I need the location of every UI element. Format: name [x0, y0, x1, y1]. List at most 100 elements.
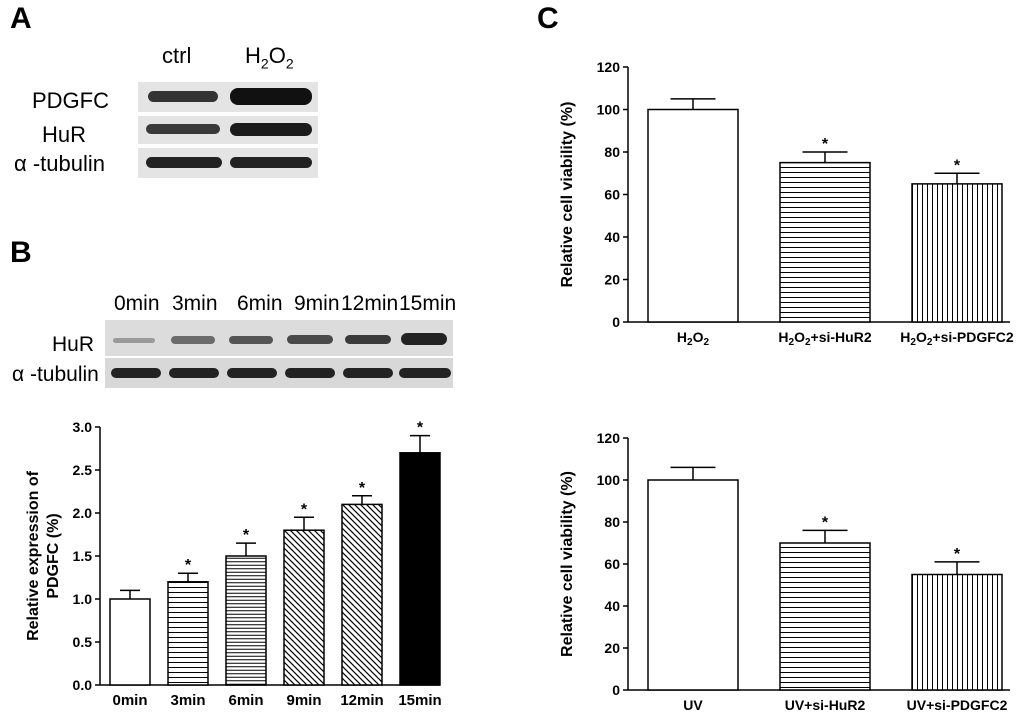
band: [230, 123, 312, 136]
significance-marker: *: [954, 157, 961, 174]
y-axis-label: Relative expression of PDGFC (%): [25, 470, 62, 641]
band: [230, 88, 312, 105]
band: [345, 335, 391, 344]
band: [146, 124, 220, 134]
bar: [911, 573, 1003, 691]
x-tick-label: 15min: [398, 692, 441, 709]
band: [111, 368, 161, 378]
band: [285, 368, 335, 378]
bar: [911, 183, 1003, 323]
y-tick-label: 1.0: [73, 591, 93, 607]
y-tick-label: 1.5: [73, 548, 93, 564]
significance-marker: *: [301, 501, 308, 518]
x-tick-label: 3min: [170, 692, 205, 709]
blot-b-strip-hur: [105, 320, 453, 356]
bar: [167, 581, 209, 686]
bar: [341, 503, 383, 686]
blot-a-strip-hur: [138, 116, 318, 144]
y-tick-label: 20: [604, 272, 620, 288]
blot-b-lane: 6min: [237, 292, 283, 315]
y-axis-label: Relative cell viability (%): [559, 102, 576, 288]
y-tick-label: 60: [604, 187, 620, 203]
y-tick-label: 0.0: [73, 677, 93, 693]
blot-a-lane-ctrl: ctrl: [162, 43, 192, 68]
blot-a-lane-h2o2: H2O2: [245, 43, 294, 72]
bar: [109, 598, 151, 686]
x-tick-label: H2​O2​: [677, 329, 710, 348]
significance-marker: *: [822, 514, 829, 531]
significance-marker: *: [359, 480, 366, 497]
blot-a-protein-hur: HuR: [42, 122, 87, 147]
bar: [647, 479, 739, 691]
significance-marker: *: [954, 546, 961, 563]
significance-marker: *: [822, 136, 829, 153]
band: [148, 91, 218, 102]
y-axis-label: Relative cell viability (%): [559, 471, 576, 657]
blot-b-lane: 12min: [341, 292, 399, 315]
y-tick-label: 0.5: [73, 634, 93, 650]
chart-b-group: 0.0 0.5 1.0 1.5 2.0 2.5 3.0 Relative expression…: [25, 419, 442, 709]
band: [399, 368, 451, 378]
blot-a-protein-pdgfc: PDGFC: [32, 88, 109, 113]
panel-label-c: C: [537, 2, 559, 35]
y-tick-label: 0: [612, 682, 620, 698]
bar: [225, 555, 267, 686]
blot-b-protein-hur: HuR: [52, 333, 95, 356]
x-tick-label: 12min: [340, 692, 383, 709]
blot-a-strip-pdgfc: [138, 82, 318, 112]
x-tick-label: 6min: [228, 692, 263, 709]
y-tick-label: 100: [597, 472, 621, 488]
y-tick-label: 20: [604, 640, 620, 656]
band: [171, 336, 215, 344]
chart-c-bottom-group: 0 20 40 60 80 100 120 Relative cell viability (…: [559, 430, 1010, 713]
blot-b-strip-tubulin: [105, 358, 453, 388]
significance-marker: *: [185, 557, 192, 574]
significance-marker: *: [243, 527, 250, 544]
y-tick-label: 0: [612, 314, 620, 330]
y-tick-label: 2.0: [73, 505, 93, 521]
panel-label-a: A: [10, 2, 32, 35]
band: [230, 157, 312, 168]
significance-marker: *: [417, 420, 424, 437]
y-tick-label: 3.0: [73, 419, 93, 435]
x-tick-label: H2​O2​+si-PDGFC2: [900, 329, 1014, 348]
x-tick-label: UV+si-PDGFC2: [907, 697, 1008, 713]
band: [113, 338, 155, 343]
x-tick-label: UV: [683, 697, 703, 713]
y-tick-label: 80: [604, 144, 620, 160]
bar: [283, 529, 325, 686]
band: [287, 335, 333, 344]
y-tick-label: 80: [604, 514, 620, 530]
bar: [399, 452, 441, 686]
blot-a-protein-tubulin: α -tubulin: [14, 151, 105, 176]
band: [146, 157, 222, 168]
x-tick-label: 0min: [112, 692, 147, 709]
y-tick-label: 40: [604, 229, 620, 245]
y-tick-label: 100: [597, 102, 621, 118]
x-tick-label: 9min: [286, 692, 321, 709]
blot-a-strip-tubulin: [138, 148, 318, 178]
blot-b-lane: 0min: [114, 292, 160, 315]
bar: [779, 161, 871, 323]
y-tick-label: 2.5: [73, 462, 93, 478]
y-tick-label: 120: [597, 430, 621, 446]
blot-b-protein-tubulin: α -tubulin: [12, 363, 99, 386]
x-tick-label: UV+si-HuR2: [785, 697, 866, 713]
y-tick-label: 60: [604, 556, 620, 572]
blot-b-lane: 15min: [399, 292, 457, 315]
panel-label-b: B: [10, 236, 32, 269]
band: [343, 368, 393, 378]
y-tick-label: 40: [604, 598, 620, 614]
band: [169, 368, 219, 378]
band: [227, 368, 277, 378]
blot-b-lane: 9min: [294, 292, 340, 315]
band: [401, 333, 447, 345]
bar: [647, 108, 739, 323]
blot-b-lane: 3min: [172, 292, 218, 315]
chart-c-top-group: 0 20 40 60 80 100 120 Relative cell viability (…: [559, 59, 1014, 348]
y-tick-label: 120: [597, 59, 621, 75]
x-tick-label: H2​O2​+si-HuR2: [778, 329, 871, 348]
band: [229, 336, 273, 344]
bar: [779, 542, 871, 691]
